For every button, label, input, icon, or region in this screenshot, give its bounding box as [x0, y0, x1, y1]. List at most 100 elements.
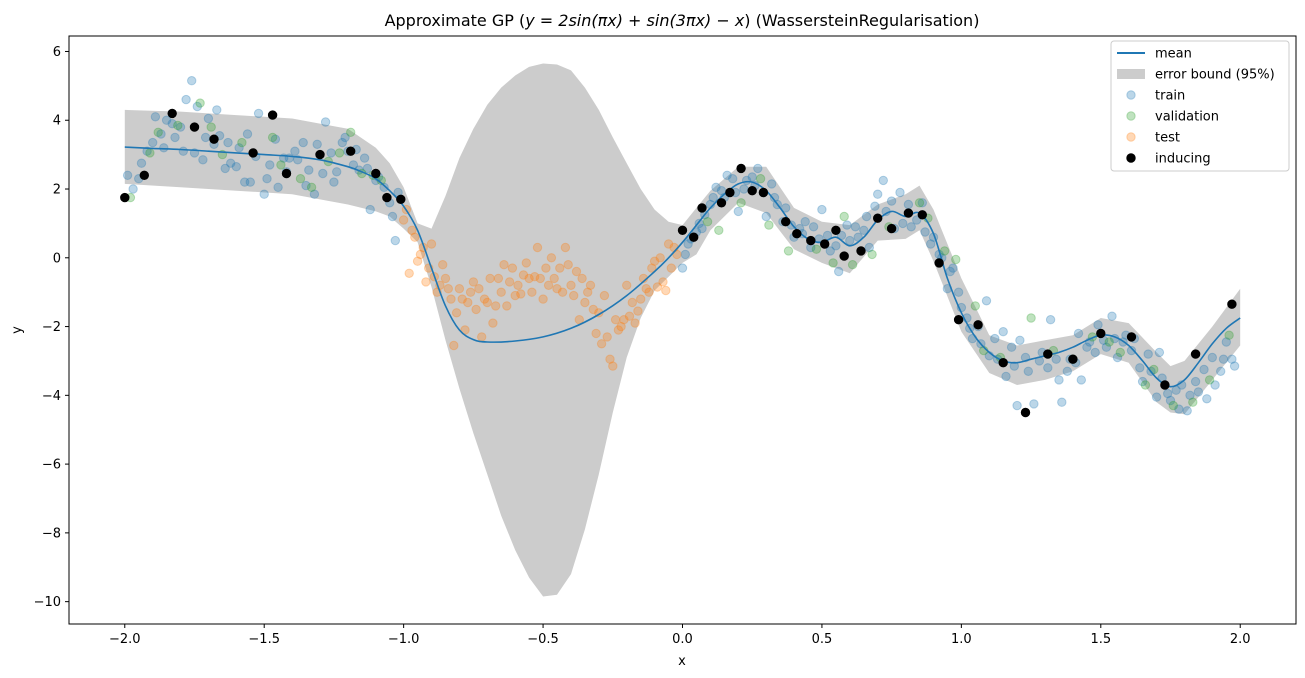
train-point	[708, 192, 718, 203]
train-point	[223, 137, 233, 148]
test-point	[580, 297, 590, 308]
validation-point	[714, 225, 724, 236]
train-point	[906, 222, 916, 232]
y-axis-ticks: 6 4 2 0 −2 −4 −6 −8 −10	[34, 45, 69, 610]
train-point	[870, 201, 880, 211]
test-point	[658, 277, 668, 287]
validation-point	[295, 174, 306, 184]
train-point	[156, 129, 166, 139]
test-point	[491, 301, 501, 311]
y-tick-label: 4	[53, 114, 61, 129]
test-point	[616, 321, 626, 332]
inducing-point	[903, 208, 914, 218]
test-point	[463, 297, 473, 308]
inducing-point	[716, 198, 727, 208]
inducing-point	[396, 194, 406, 205]
inducing-point	[1227, 299, 1237, 309]
train-point	[859, 225, 869, 236]
train-point	[990, 333, 1000, 344]
y-tick-label: −8	[42, 526, 61, 541]
inducing-point	[781, 217, 791, 227]
test-point	[496, 287, 506, 297]
train-point	[1221, 337, 1232, 347]
validation-point	[847, 260, 858, 270]
train-point	[122, 170, 133, 181]
x-axis-label: x	[678, 654, 686, 669]
test-points	[398, 204, 682, 371]
inducing-point	[856, 246, 866, 256]
test-point	[499, 260, 509, 270]
inducing-point	[998, 358, 1008, 368]
inducing-point	[281, 168, 292, 179]
x-tick-label: 1.0	[951, 632, 972, 647]
train-point	[1045, 315, 1056, 325]
legend-swatch-train	[1126, 90, 1136, 100]
train-point	[312, 139, 322, 150]
train-point	[747, 172, 757, 182]
train-point	[998, 327, 1008, 337]
test-point	[596, 339, 607, 349]
inducing-point	[120, 192, 130, 203]
train-point	[711, 182, 721, 193]
train-point	[192, 101, 203, 112]
train-point	[1001, 371, 1011, 382]
y-tick-label: −4	[42, 389, 61, 404]
train-point	[1093, 320, 1103, 330]
legend-swatch-inducing	[1126, 153, 1136, 163]
train-point	[761, 211, 771, 222]
validation-point	[702, 217, 713, 227]
test-point	[454, 284, 465, 294]
train-point	[1043, 363, 1053, 373]
y-tick-label: −10	[34, 595, 61, 610]
x-tick-label: −2.0	[109, 632, 141, 647]
train-point	[1202, 394, 1212, 404]
inducing-point	[886, 223, 897, 234]
test-point	[661, 285, 671, 296]
train-point	[240, 177, 250, 187]
test-point	[524, 273, 534, 284]
validation-point	[145, 148, 155, 158]
train-point	[728, 174, 738, 184]
legend-label: train	[1155, 89, 1185, 104]
test-point	[663, 239, 674, 249]
train-point	[864, 242, 874, 253]
train-point	[273, 182, 283, 193]
train-point	[245, 177, 256, 187]
legend-swatch-test	[1126, 132, 1136, 142]
train-point	[212, 105, 222, 115]
test-point	[440, 273, 451, 284]
validation-point	[914, 198, 925, 208]
inducing-point	[1068, 354, 1078, 364]
inducing-point	[1020, 407, 1031, 418]
train-point	[1182, 406, 1192, 416]
train-point	[298, 137, 308, 148]
test-point	[543, 280, 554, 290]
validation-point	[1140, 380, 1151, 390]
validation-point	[764, 220, 774, 230]
validation-point	[267, 132, 278, 143]
test-point	[619, 315, 629, 325]
train-point	[1054, 375, 1064, 385]
train-point	[1216, 366, 1226, 376]
inducing-point	[831, 225, 841, 236]
train-point	[1012, 400, 1022, 411]
test-point	[443, 284, 453, 294]
test-point	[415, 249, 426, 260]
train-point	[1143, 349, 1153, 359]
train-point	[301, 180, 311, 191]
train-point	[309, 189, 320, 199]
train-point	[200, 132, 211, 143]
test-point	[577, 273, 587, 284]
y-tick-label: 2	[53, 183, 61, 198]
test-point	[566, 280, 576, 290]
chart-title-suffix: ) (WassersteinRegularisation)	[744, 11, 979, 30]
train-point	[834, 266, 844, 277]
test-point	[652, 282, 663, 292]
train-point	[181, 94, 191, 105]
inducing-point	[248, 148, 258, 158]
test-point	[513, 280, 523, 290]
train-point	[220, 163, 230, 174]
validation-point	[828, 258, 838, 268]
train-point	[767, 179, 777, 189]
